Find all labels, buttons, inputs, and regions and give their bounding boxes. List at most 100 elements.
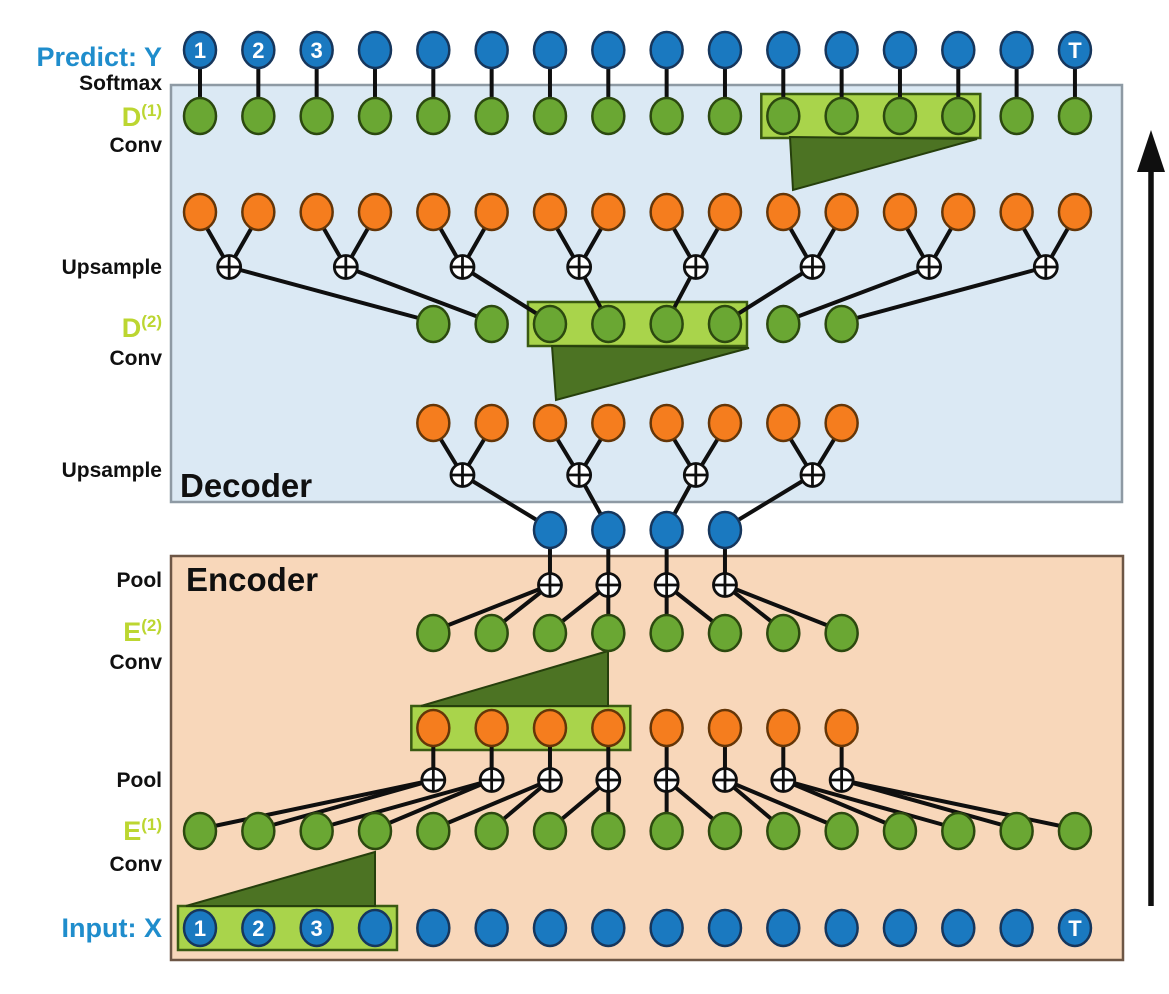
e1-row-node	[532, 811, 568, 851]
connection-line	[256, 778, 436, 831]
label-d2-base: D	[122, 313, 142, 343]
connection-line	[839, 778, 1077, 831]
connection-line	[227, 265, 436, 324]
d2-row-node	[591, 304, 626, 344]
d2-row	[416, 304, 859, 344]
label-d1: D(1)	[122, 101, 162, 132]
encoder-pooled-row-node	[474, 708, 509, 748]
input-row-node	[591, 908, 626, 948]
predict-row-node	[416, 30, 451, 70]
d1-row	[182, 96, 1093, 136]
encoder-pooled-row-node	[416, 708, 451, 748]
e2-row-node	[474, 613, 509, 653]
d2-row-node	[649, 304, 684, 344]
label-upsample-2: Upsample	[62, 459, 162, 482]
d1-row-node	[824, 96, 859, 136]
label-e2: E(2)	[123, 616, 162, 647]
input-row-node-label: 1	[194, 916, 206, 941]
decoder-upsample1-row	[182, 192, 1093, 232]
pool-sum-1	[537, 572, 738, 598]
predict-row-node	[1057, 30, 1093, 70]
decoder-upsample2-row-node	[766, 403, 801, 443]
e1-row-node	[591, 811, 626, 851]
input-row: 1 2 3 T	[182, 908, 1093, 948]
decoder-region-label: Decoder	[180, 467, 312, 504]
d1-row-node	[416, 96, 451, 136]
predict-row-node	[591, 30, 626, 70]
e1-row-node	[416, 811, 451, 851]
d1-row-node	[182, 96, 218, 136]
d2-row-node	[824, 304, 859, 344]
e1-row-node	[357, 811, 393, 851]
connection-line	[314, 778, 494, 831]
encoder-pooled-row-node	[649, 708, 684, 748]
e2-row-node	[591, 613, 626, 653]
d1-row-node	[357, 96, 393, 136]
connection-line	[722, 778, 844, 831]
e2-row-node	[707, 613, 743, 653]
labels-layer: Predict: Y Softmax D(1) Conv Upsample D(…	[36, 42, 318, 943]
label-d2: D(2)	[122, 312, 162, 343]
label-e2-sup: (2)	[141, 616, 162, 635]
e1-row-node	[882, 811, 918, 851]
d2-row-node	[707, 304, 743, 344]
label-conv-4: Conv	[110, 853, 163, 876]
decoder-upsample1-row-node	[241, 192, 276, 232]
connection-line	[722, 473, 815, 530]
e1-row-node	[241, 811, 276, 851]
decoder-upsample2-row	[416, 403, 859, 443]
e2-row-node	[649, 613, 684, 653]
input-row-node-label: T	[1068, 916, 1082, 941]
bottleneck-row	[532, 510, 743, 550]
encoder-pooled-row-node	[766, 708, 801, 748]
decoder-upsample2-row-node	[416, 403, 451, 443]
d1-conv-filter-triangle	[788, 135, 978, 192]
network-layer: 1 2 3 T 1 2 3 T	[169, 30, 1165, 962]
label-d1-base: D	[122, 102, 142, 132]
d2-row-node	[766, 304, 801, 344]
decoder-upsample1-row-node	[182, 192, 218, 232]
decoder-upsample2-row-node	[707, 403, 743, 443]
d1-row-node	[649, 96, 684, 136]
pool-sum-2	[420, 767, 855, 793]
label-conv-3: Conv	[110, 651, 163, 674]
e1-row-node	[1057, 811, 1093, 851]
decoder-upsample1-row-node	[299, 192, 334, 232]
encoder-pooled-row-node	[591, 708, 626, 748]
label-pool-2: Pool	[117, 769, 163, 792]
predict-row-node	[241, 30, 276, 70]
predict-row-node	[707, 30, 743, 70]
connection-line	[431, 778, 552, 831]
predict-row-node	[357, 30, 393, 70]
input-row-node	[882, 908, 918, 948]
predict-row-node	[766, 30, 801, 70]
e1-row-node	[649, 811, 684, 851]
e1-row-node	[824, 811, 859, 851]
bottleneck-row-node	[649, 510, 684, 550]
decoder-upsample1-row-node	[707, 192, 743, 232]
decoder-upsample2-row-node	[591, 403, 626, 443]
decoder-region	[169, 83, 1124, 504]
d1-row-node	[474, 96, 509, 136]
predict-row-node	[999, 30, 1034, 70]
connection-line	[722, 583, 844, 633]
e2-row-node	[416, 613, 451, 653]
decoder-upsample1-row-node	[882, 192, 918, 232]
connection-line	[198, 778, 436, 831]
encoder-pooled-row	[416, 708, 859, 748]
e2-row-node	[532, 613, 568, 653]
d2-row-node	[474, 304, 509, 344]
e1-row	[182, 811, 1093, 851]
d1-row-node	[591, 96, 626, 136]
time-direction-arrow	[1137, 130, 1165, 906]
e2-conv-filter-triangle	[420, 649, 609, 707]
decoder-upsample1-row-node	[357, 192, 393, 232]
decoder-upsample2-row-node	[474, 403, 509, 443]
connection-line	[781, 778, 902, 831]
predict-row-node	[882, 30, 918, 70]
predict-row-node	[532, 30, 568, 70]
decoder-upsample2-row-node	[649, 403, 684, 443]
label-e1-base: E	[123, 816, 141, 846]
connection-line	[781, 778, 961, 831]
predict-row-node	[941, 30, 976, 70]
